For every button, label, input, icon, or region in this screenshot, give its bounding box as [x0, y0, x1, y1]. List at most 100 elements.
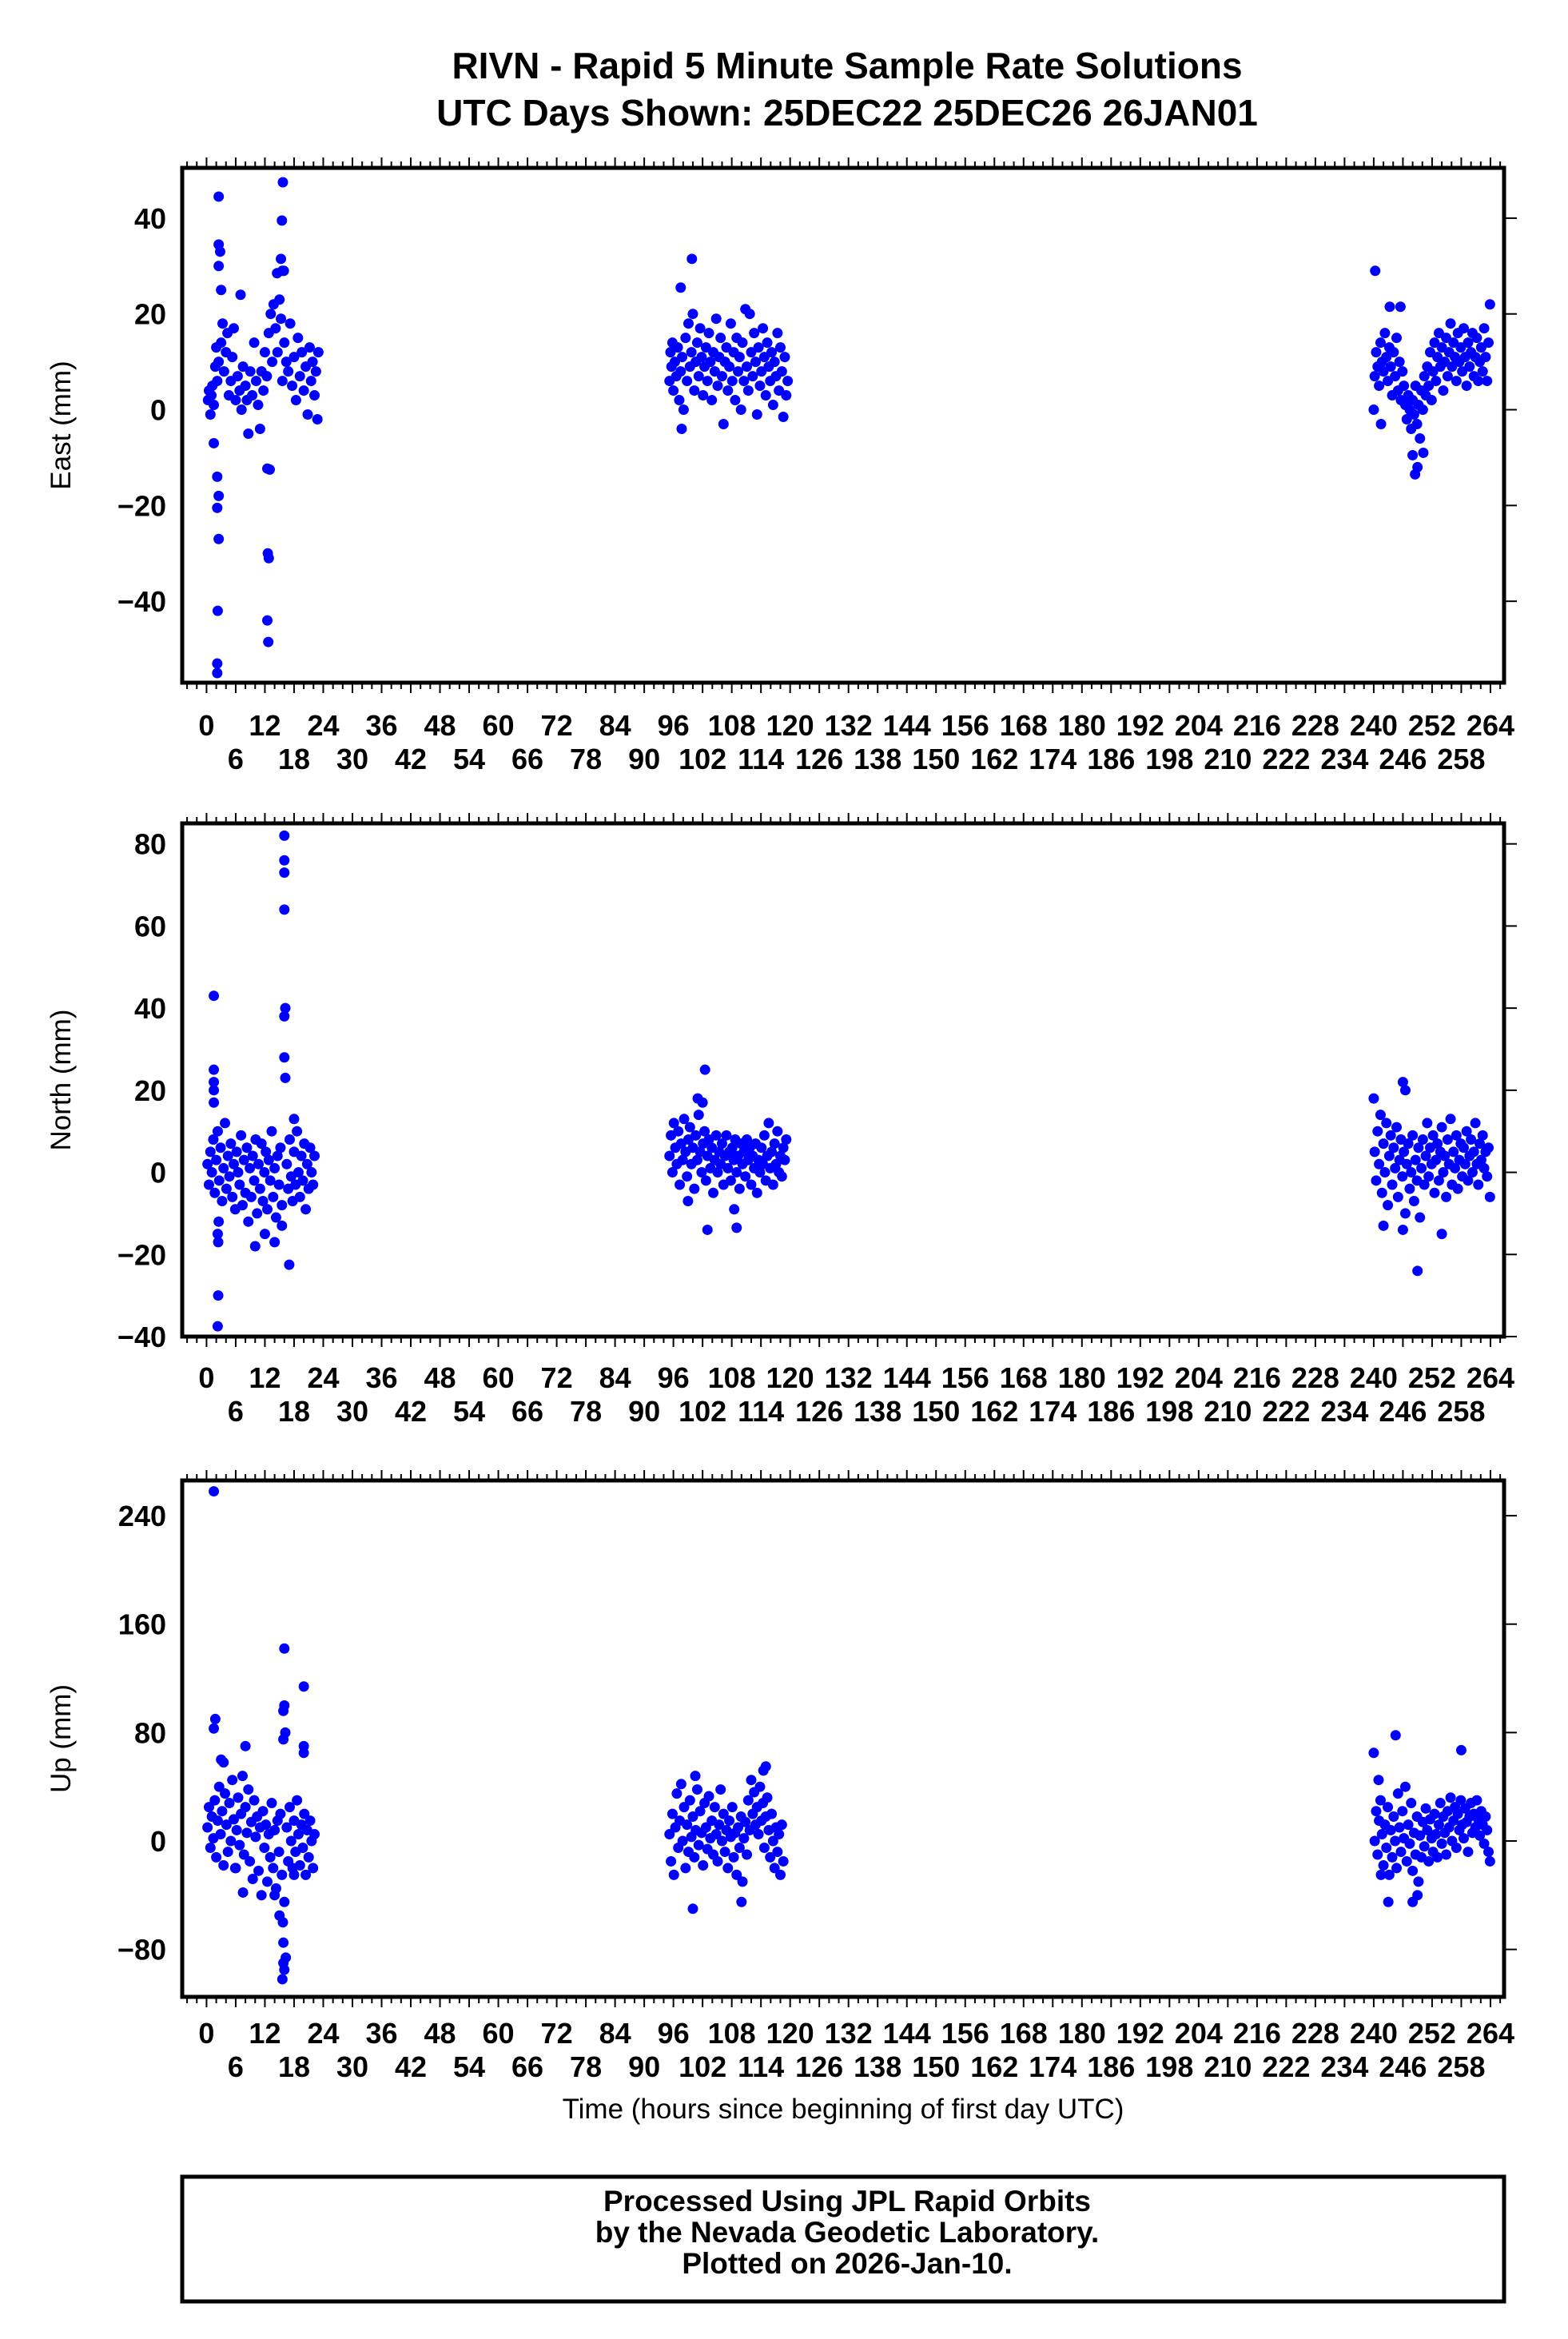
data-point — [1473, 1179, 1484, 1190]
data-point — [259, 347, 270, 358]
data-point — [1372, 1849, 1383, 1860]
data-point — [270, 323, 281, 334]
data-point — [766, 347, 778, 358]
x-tick-label: 132 — [825, 2017, 873, 2050]
data-point — [312, 414, 323, 425]
data-point — [1464, 361, 1475, 373]
data-point — [279, 1643, 290, 1654]
data-point — [1451, 376, 1462, 387]
data-point — [1417, 1134, 1428, 1145]
data-point — [1383, 1869, 1395, 1880]
data-point — [235, 289, 246, 301]
data-point — [269, 1890, 281, 1901]
data-point — [715, 333, 726, 344]
x-tick-label: 36 — [365, 709, 397, 742]
data-point — [236, 404, 247, 416]
x-tick-label: 24 — [307, 2017, 339, 2050]
data-point — [1445, 1114, 1456, 1125]
data-point — [293, 1829, 304, 1840]
data-point — [744, 309, 755, 320]
x-tick-label: 168 — [1000, 1361, 1048, 1394]
data-point — [222, 1847, 233, 1858]
x-tick-label: 258 — [1437, 743, 1485, 775]
data-point — [1436, 1229, 1447, 1240]
data-point — [1370, 265, 1381, 277]
data-point — [1452, 1808, 1463, 1819]
east-data-points — [202, 177, 1495, 679]
data-point — [1429, 1808, 1440, 1819]
data-point — [218, 1860, 229, 1871]
x-tick-label: 246 — [1379, 743, 1427, 775]
data-point — [671, 1788, 683, 1799]
data-point — [230, 395, 241, 406]
data-point — [1458, 1833, 1469, 1844]
y-tick-label: −20 — [117, 489, 166, 522]
data-point — [213, 357, 225, 368]
data-point — [1471, 1795, 1482, 1806]
data-point — [270, 1212, 281, 1223]
data-point — [742, 1849, 753, 1860]
data-point — [1381, 1842, 1392, 1853]
x-tick-label: 246 — [1379, 1395, 1427, 1428]
data-point — [297, 1175, 308, 1186]
data-point — [298, 1747, 309, 1759]
x-tick-label: 138 — [854, 1395, 901, 1428]
x-tick-label: 186 — [1087, 2050, 1135, 2083]
data-point — [205, 1146, 216, 1158]
data-point — [234, 1839, 245, 1851]
x-tick-label: 156 — [941, 1361, 989, 1394]
x-tick-label: 144 — [883, 1361, 931, 1394]
data-point — [740, 1816, 751, 1827]
data-point — [209, 1077, 220, 1088]
data-point — [240, 1802, 251, 1813]
data-point — [258, 385, 269, 396]
data-point — [296, 1150, 307, 1162]
data-point — [1394, 357, 1405, 368]
x-tick-label: 114 — [738, 2050, 784, 2083]
data-point — [261, 615, 273, 626]
data-point — [1470, 1118, 1481, 1129]
data-point — [277, 177, 289, 188]
data-point — [751, 409, 762, 420]
data-point — [719, 1847, 730, 1858]
data-point — [209, 1713, 221, 1724]
data-point — [212, 376, 223, 387]
data-point — [213, 191, 225, 202]
x-tick-label: 240 — [1350, 2017, 1398, 2050]
data-point — [238, 1154, 249, 1166]
y-tick-label: −40 — [117, 1321, 166, 1353]
data-point — [1369, 1835, 1380, 1847]
data-point — [668, 385, 679, 396]
data-point — [1401, 1855, 1412, 1867]
data-point — [296, 347, 308, 358]
x-tick-label: 162 — [970, 743, 1018, 775]
x-tick-label: 168 — [1000, 709, 1048, 742]
data-point — [687, 309, 698, 320]
data-point — [703, 1791, 714, 1802]
data-point — [1442, 371, 1453, 382]
x-tick-label: 156 — [941, 709, 989, 742]
x-tick-label: 126 — [795, 743, 843, 775]
y-tick-label: 0 — [150, 1157, 166, 1189]
data-point — [212, 1815, 223, 1827]
data-point — [682, 376, 693, 387]
x-tick-label: 12 — [249, 709, 281, 742]
data-point — [672, 342, 683, 353]
data-point — [728, 1851, 739, 1863]
data-point — [256, 1138, 267, 1150]
data-point — [767, 1835, 778, 1847]
data-point — [229, 1814, 240, 1825]
x-tick-label: 120 — [766, 2017, 814, 2050]
data-point — [1371, 1175, 1382, 1186]
data-point — [679, 1802, 690, 1813]
data-point — [734, 352, 745, 363]
data-point — [1478, 323, 1490, 334]
x-tick-label: 204 — [1175, 1361, 1223, 1394]
x-tick-label: 264 — [1467, 2017, 1514, 2050]
data-point — [213, 1290, 224, 1301]
x-tick-label: 240 — [1350, 1361, 1398, 1394]
data-point — [1408, 409, 1419, 420]
data-point — [257, 1806, 269, 1817]
data-point — [249, 1241, 261, 1252]
